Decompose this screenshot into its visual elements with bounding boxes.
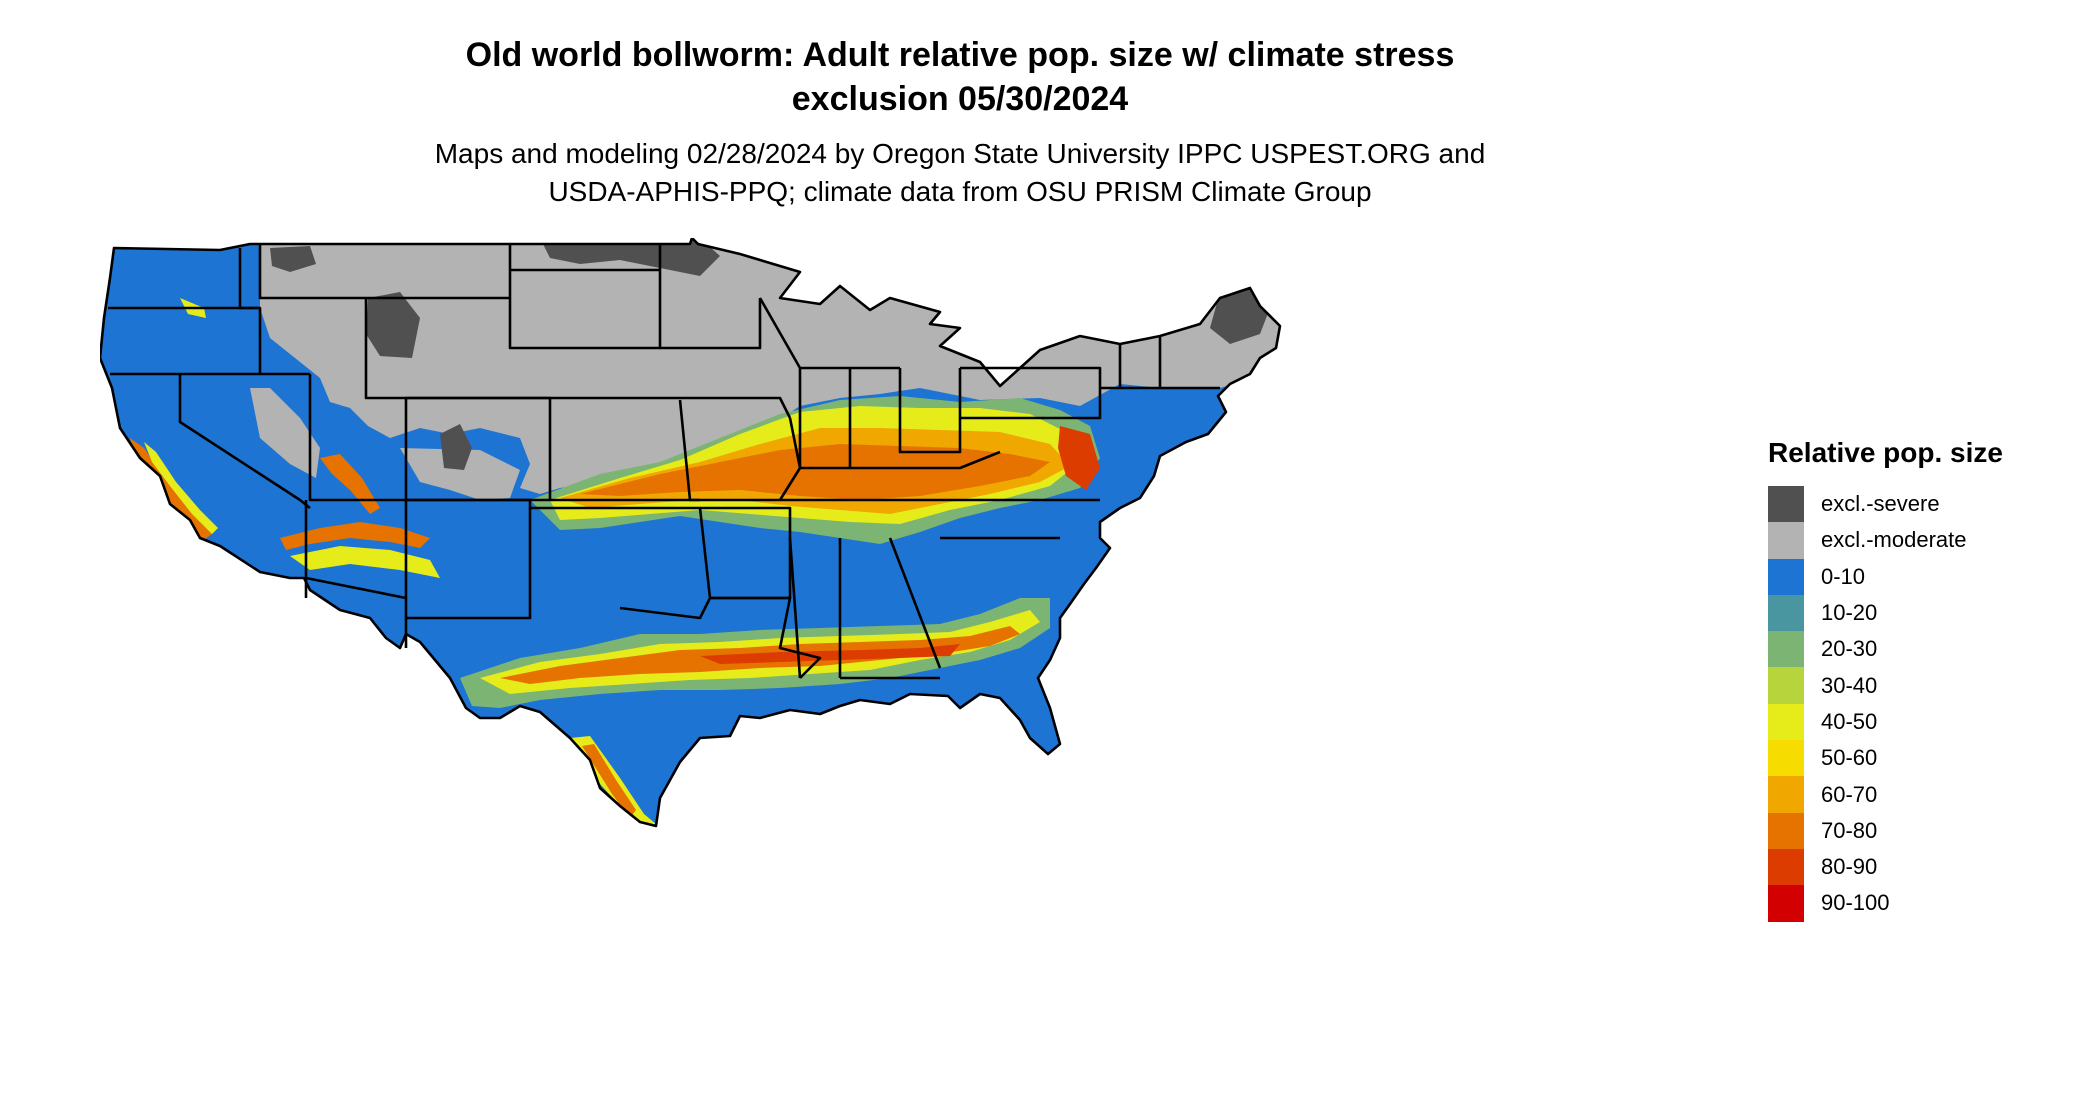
border-ia-mo (680, 396, 792, 419)
border-ut (308, 374, 408, 502)
legend-label: 70-80 (1821, 817, 1878, 843)
border-pa-ny (960, 366, 1102, 420)
legend-item: 80-90 (1768, 848, 2003, 886)
border-wi-mi (758, 297, 900, 370)
area-band-darkorange-mid (580, 444, 1050, 500)
legend-swatch (1768, 848, 1804, 886)
legend-swatch (1768, 594, 1804, 632)
area-excl-moderate-rockies (400, 448, 520, 500)
legend-label: 20-30 (1821, 636, 1878, 662)
legend-label: excl.-moderate (1821, 527, 1967, 553)
border-ga (888, 537, 942, 669)
legend-item: 90-100 (1768, 885, 2003, 922)
legend: Relative pop. size excl.-severe excl.-mod… (1768, 436, 2003, 922)
legend-item: 50-60 (1768, 740, 2003, 777)
legend-swatch (1768, 885, 1804, 922)
area-band-orange-southwest (280, 522, 430, 550)
legend-label: 50-60 (1821, 745, 1878, 771)
legend-item: 0-10 (1768, 558, 2003, 595)
legend-label: 10-20 (1821, 600, 1878, 626)
area-excl-severe-north-mn (540, 238, 720, 276)
border-la (710, 596, 822, 679)
legend-items: excl.-severe excl.-moderate 0-10 10-20 20-30… (1768, 486, 2003, 922)
area-band-yellow-california (144, 442, 218, 534)
legend-swatch (1768, 812, 1804, 849)
legend-swatch (1768, 631, 1804, 668)
border-az-nm (304, 500, 408, 648)
border-nm-tx (406, 498, 532, 620)
area-band-red-south (700, 644, 960, 664)
area-excl-moderate-west (250, 388, 320, 478)
legend-item: 60-70 (1768, 776, 2003, 813)
border-mn-ia (658, 244, 762, 350)
legend-label: 30-40 (1821, 672, 1878, 698)
us-risk-map (100, 238, 1282, 828)
legend-label: excl.-severe (1821, 491, 1940, 517)
legend-label: 0-10 (1821, 563, 1866, 589)
area-band-yellow-southwest (290, 546, 440, 578)
state-boundaries (100, 238, 1282, 828)
border-id-mt (258, 244, 340, 300)
legend-item: excl.-severe (1768, 486, 2003, 523)
legend-item: 20-30 (1768, 631, 2003, 668)
legend-swatch (1768, 776, 1804, 813)
area-excl-severe-nw (270, 246, 316, 272)
map-subtitle-line-1: Maps and modeling 02/28/2024 by Oregon S… (434, 138, 1486, 169)
legend-item: 40-50 (1768, 703, 2003, 741)
legend-item: 10-20 (1768, 594, 2003, 632)
map-title-line-1: Old world bollworm: Adult relative pop. … (465, 36, 1455, 74)
legend-item: excl.-moderate (1768, 522, 2003, 559)
area-excl-severe-colorado (440, 424, 472, 470)
legend-swatch (1768, 740, 1804, 777)
legend-label: 60-70 (1821, 781, 1878, 807)
border-ne-states (1100, 336, 1220, 390)
border-az-south (305, 576, 407, 600)
border-il-in (798, 368, 852, 468)
area-excl-moderate-north (260, 238, 1280, 494)
area-excl-severe-wyoming (366, 292, 420, 358)
legend-label: 80-90 (1821, 854, 1878, 880)
map-title-line-2: exclusion 05/30/2024 (791, 80, 1129, 118)
border-ms-al (788, 537, 842, 679)
border-oh (898, 368, 962, 454)
border-id-west (238, 248, 262, 374)
legend-swatch (1768, 667, 1804, 704)
legend-item: 70-80 (1768, 812, 2003, 849)
legend-item: 30-40 (1768, 667, 2003, 704)
legend-swatch (1768, 522, 1804, 559)
border-ky (800, 450, 1001, 470)
legend-swatch (1768, 558, 1804, 595)
area-band-orange-texas (582, 744, 636, 818)
legend-label: 90-100 (1821, 890, 1890, 916)
legend-label: 40-50 (1821, 708, 1878, 734)
area-band-red-delmarva (1058, 426, 1100, 490)
legend-swatch (1768, 703, 1804, 741)
area-band-orange-florida (970, 710, 1014, 752)
map-subtitle-line-2: USDA-APHIS-PPQ; climate data from OSU PR… (548, 176, 1372, 207)
border-nd-sd (508, 244, 660, 298)
legend-swatch (1768, 486, 1804, 523)
us-outline (100, 238, 1282, 828)
legend-title: Relative pop. size (1768, 437, 2003, 468)
border-sd-ne (508, 298, 660, 350)
area-band-orange-california (130, 438, 212, 540)
